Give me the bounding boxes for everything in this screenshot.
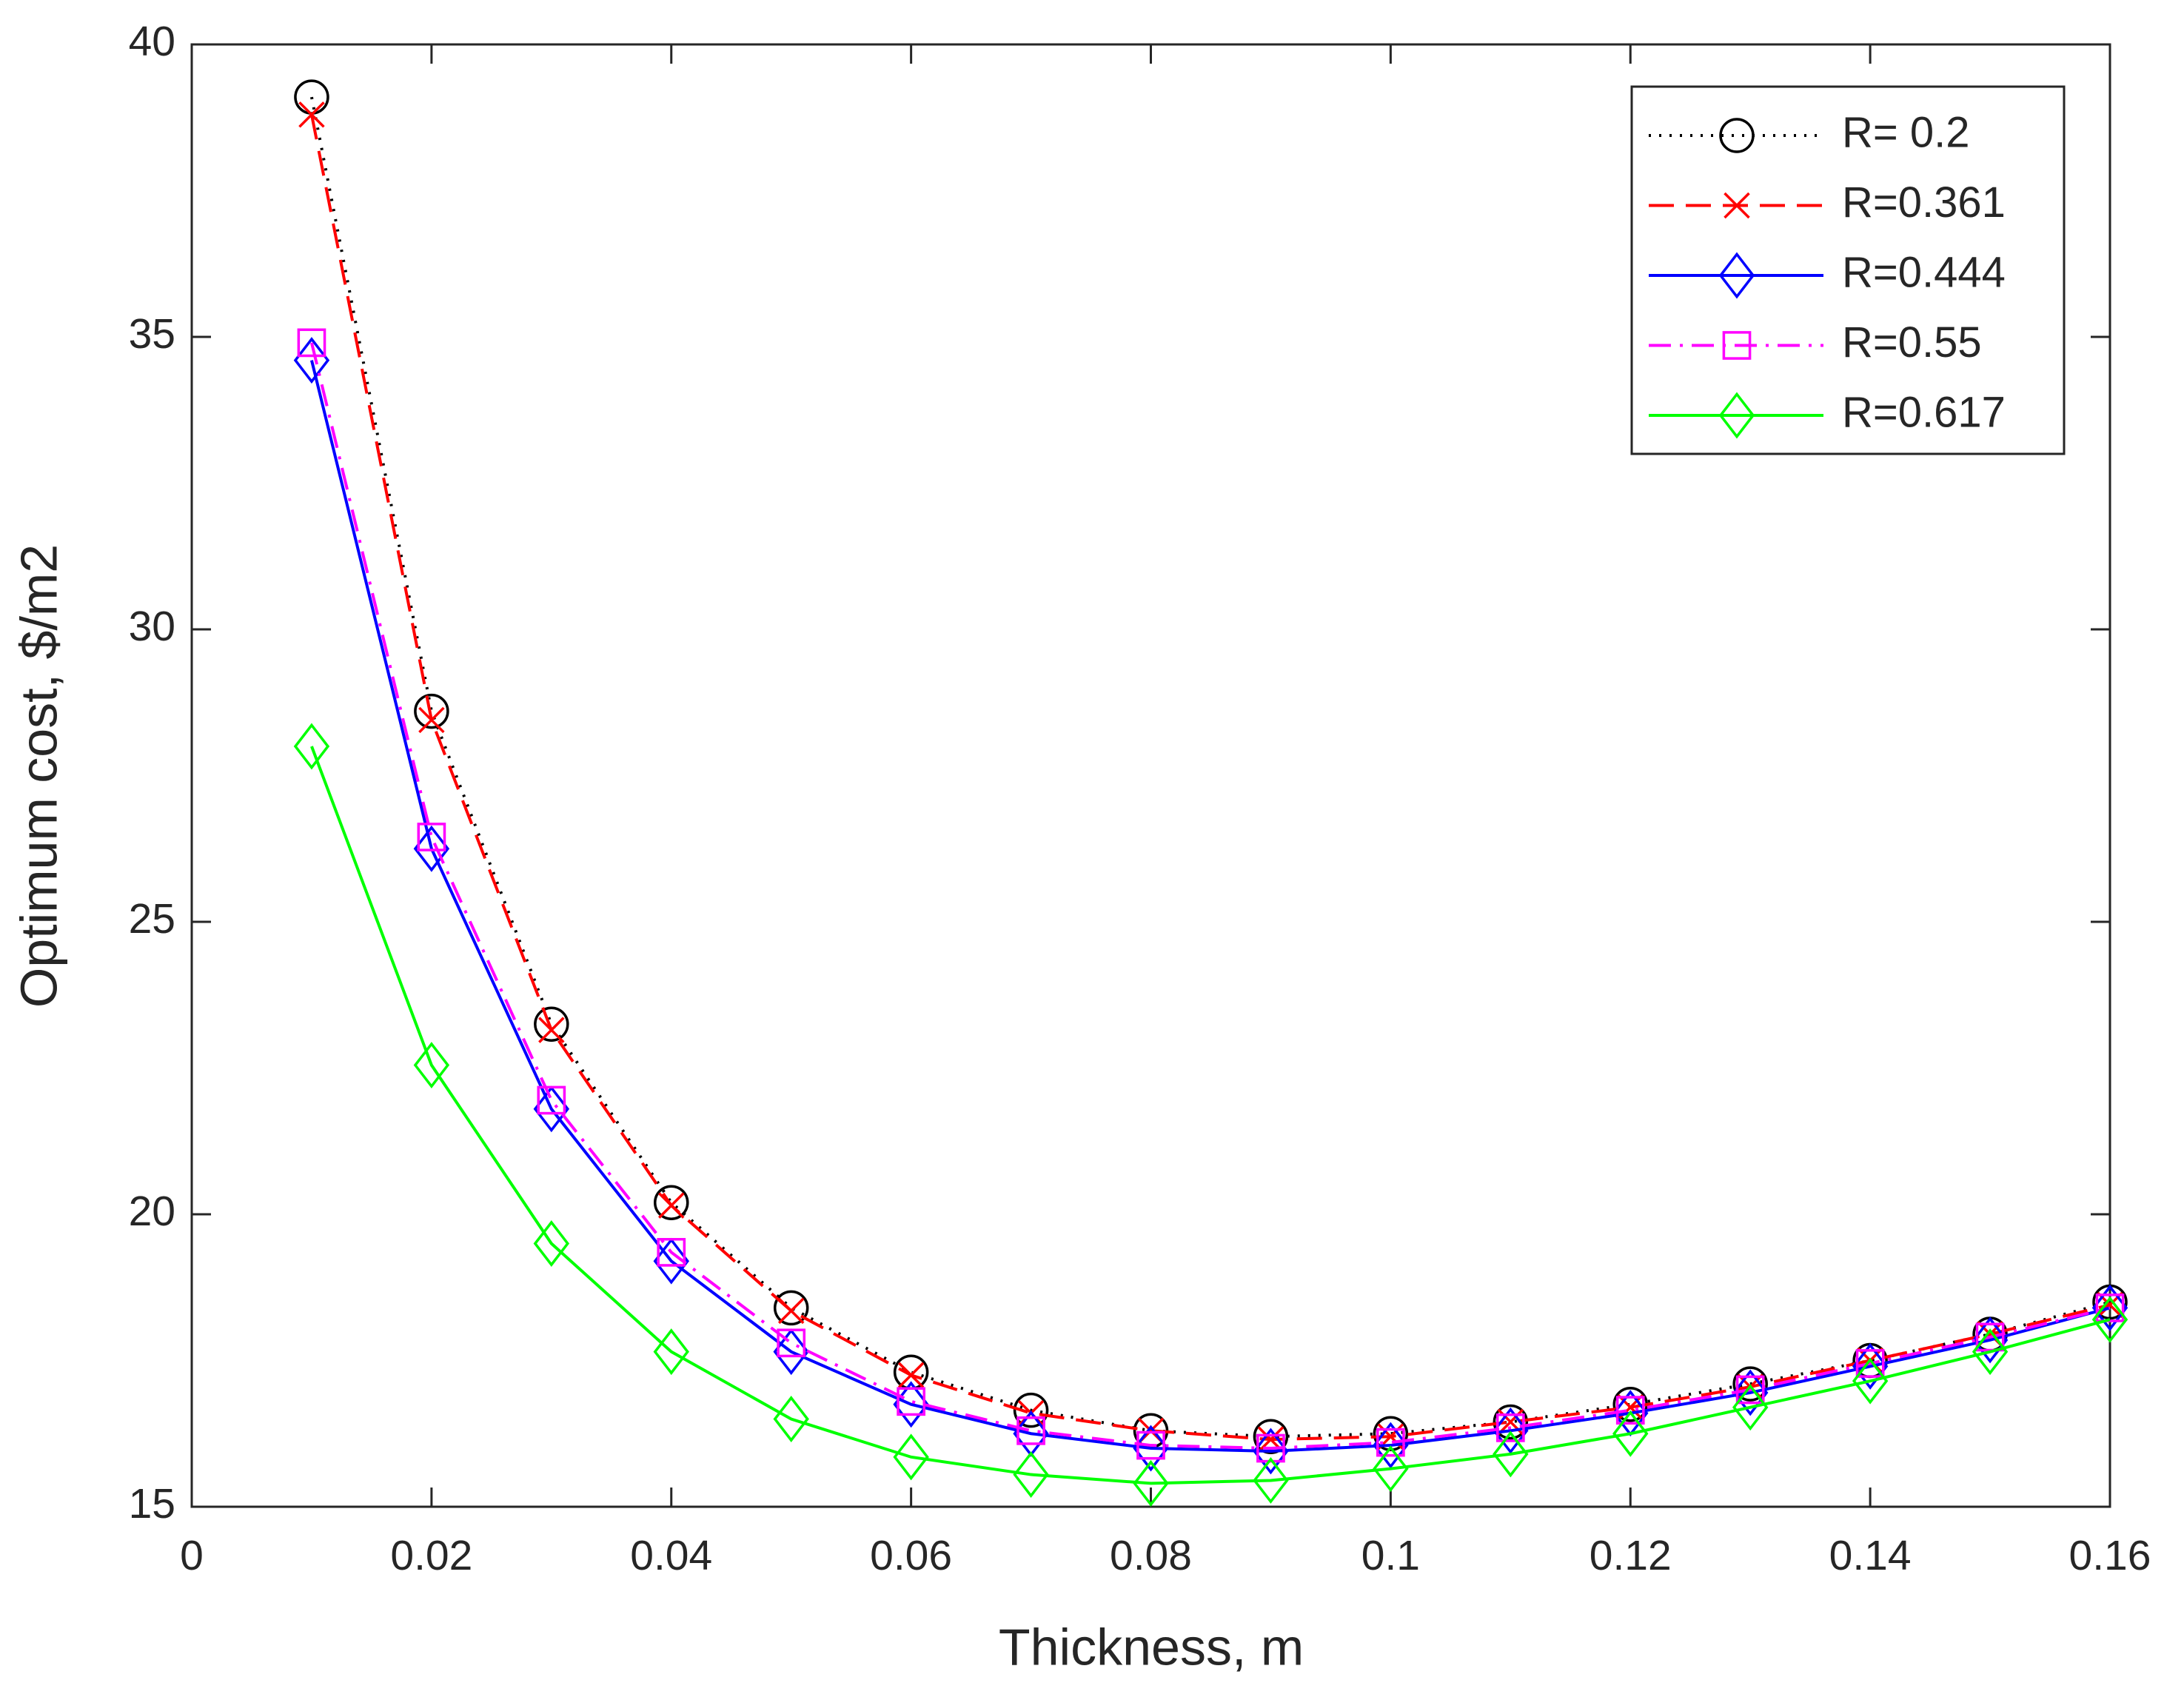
marker <box>773 1328 809 1376</box>
marker <box>1136 1430 1165 1460</box>
y-tick-label: 15 <box>129 1480 175 1527</box>
marker <box>1253 1428 1289 1475</box>
x-tick-label: 0.04 <box>630 1532 712 1579</box>
legend-box <box>1630 85 2066 455</box>
marker <box>1493 1407 1529 1454</box>
marker <box>1975 1322 2005 1352</box>
marker <box>414 693 449 729</box>
marker <box>413 1042 450 1089</box>
marker <box>658 1192 685 1219</box>
y-tick-label: 40 <box>129 18 175 65</box>
marker <box>1013 1392 1049 1428</box>
marker <box>653 1328 689 1376</box>
marker <box>1855 1349 1885 1378</box>
y-axis-label: Optimum cost, $/m2 <box>10 544 67 1008</box>
marker <box>533 1220 570 1267</box>
x-tick-label: 0 <box>180 1532 204 1579</box>
plot-frame <box>190 43 2111 1508</box>
series-line <box>310 746 2111 1485</box>
x-tick-label: 0.16 <box>2069 1532 2151 1579</box>
marker <box>1612 1410 1649 1457</box>
marker <box>1852 1357 1889 1405</box>
marker <box>293 723 330 770</box>
legend-label: R=0.55 <box>1842 318 1982 367</box>
marker <box>1732 1384 1769 1431</box>
legend-marker <box>1724 192 1750 219</box>
marker <box>2091 1284 2128 1331</box>
marker <box>533 1085 570 1133</box>
x-tick-label: 0.14 <box>1829 1532 1912 1579</box>
marker <box>1253 1419 1289 1454</box>
marker <box>537 1085 566 1115</box>
x-tick-label: 0.1 <box>1361 1532 1420 1579</box>
x-axis-label: Thickness, m <box>999 1618 1304 1676</box>
marker <box>293 337 330 384</box>
marker <box>1972 1328 2009 1376</box>
x-tick-label: 0.06 <box>870 1532 952 1579</box>
marker <box>1493 1404 1529 1440</box>
marker <box>1732 1366 1768 1402</box>
legend: R= 0.2 R=0.361 R=0.444 R=0.55 R=0.617 <box>1630 85 2066 455</box>
marker <box>657 1238 686 1267</box>
marker <box>777 1297 805 1325</box>
marker <box>1852 1342 1889 1390</box>
series-line <box>309 360 2111 1453</box>
legend-label: R=0.444 <box>1842 248 2006 296</box>
legend-label: R=0.617 <box>1842 388 2006 436</box>
y-tick-label: 25 <box>129 895 175 943</box>
marker <box>297 328 326 358</box>
marker <box>1373 1445 1409 1493</box>
x-tick-label: 0.12 <box>1590 1532 1672 1579</box>
marker <box>777 1328 806 1358</box>
marker <box>1373 1422 1409 1469</box>
marker <box>1013 1451 1049 1499</box>
marker <box>1495 1413 1525 1442</box>
legend-marker <box>1719 118 1755 153</box>
marker <box>534 1006 569 1042</box>
series-line <box>309 96 2111 1439</box>
legend-marker <box>1718 252 1755 299</box>
marker <box>897 1362 925 1388</box>
series-line <box>309 114 2111 1442</box>
marker <box>893 1433 929 1481</box>
marker <box>897 1387 925 1416</box>
marker <box>413 825 450 872</box>
marker <box>773 1290 809 1326</box>
marker <box>1133 1425 1169 1472</box>
marker <box>654 1185 689 1220</box>
marker <box>417 823 446 851</box>
marker <box>1373 1416 1409 1451</box>
marker <box>1735 1375 1765 1405</box>
marker <box>1016 1416 1045 1445</box>
marker <box>773 1396 809 1442</box>
marker <box>1493 1430 1529 1478</box>
x-tick-label: 0.08 <box>1110 1532 1192 1579</box>
marker <box>2091 1296 2128 1343</box>
marker <box>1253 1456 1289 1504</box>
legend-marker <box>1722 331 1752 360</box>
y-tick-label: 30 <box>129 603 175 650</box>
marker <box>418 706 445 734</box>
marker <box>1133 1459 1169 1507</box>
legend-label: R= 0.2 <box>1842 108 1970 156</box>
x-tick-label: 0.02 <box>390 1532 472 1579</box>
series-line <box>309 342 2111 1450</box>
legend-label: R=0.361 <box>1842 178 2006 227</box>
marker <box>538 1017 565 1043</box>
y-tick-label: 35 <box>129 310 175 358</box>
y-tick-label: 20 <box>129 1188 175 1235</box>
marker <box>1615 1396 1645 1425</box>
marker <box>1376 1428 1405 1457</box>
marker <box>298 101 325 128</box>
legend-marker <box>1718 392 1755 439</box>
marker <box>653 1237 689 1285</box>
marker <box>1732 1369 1769 1416</box>
